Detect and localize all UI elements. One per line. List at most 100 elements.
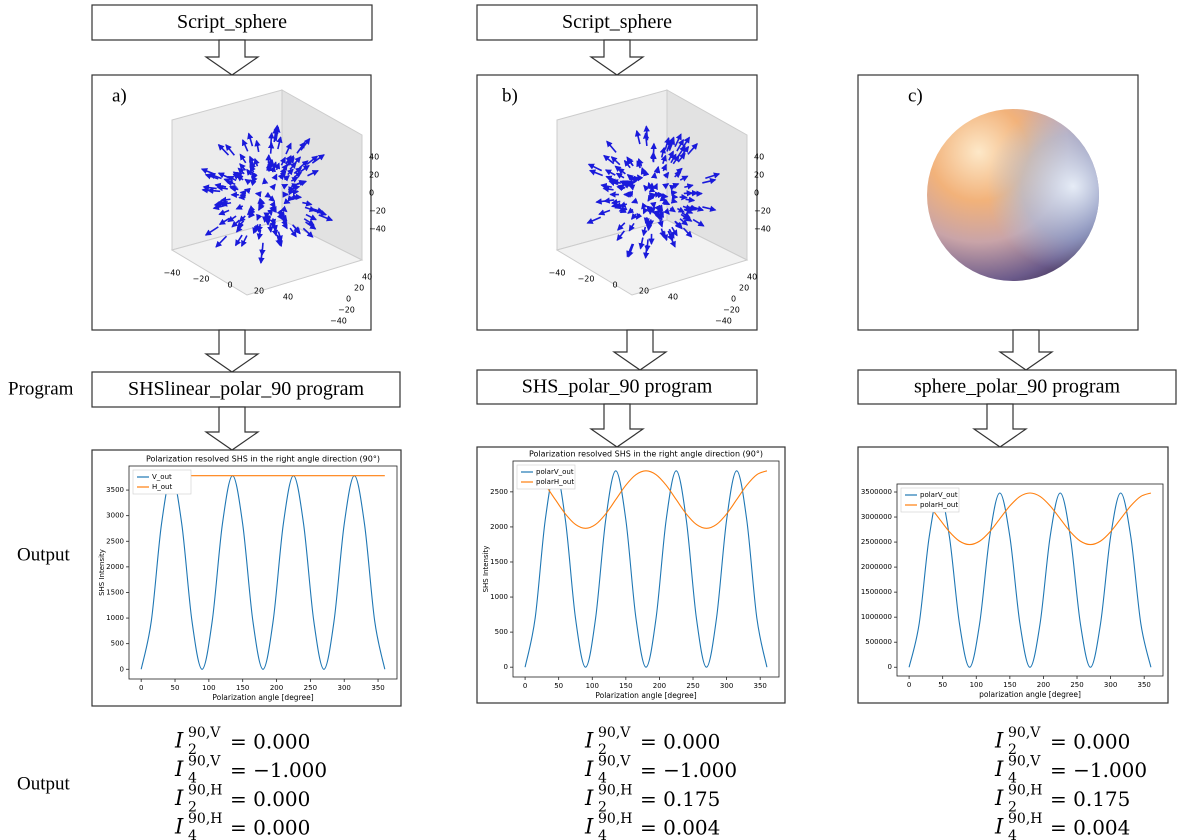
chart: 0501001502002503003500500000100000015000… xyxy=(861,484,1163,699)
y-tick-label: 40 xyxy=(747,273,757,282)
x-tick-label: 40 xyxy=(283,293,293,302)
program-label: sphere_polar_90 program xyxy=(914,376,1120,398)
y-tick-label: 2500000 xyxy=(861,538,892,546)
x-tick-label: 200 xyxy=(653,682,666,690)
y-tick-label: 500 xyxy=(495,628,508,636)
x-tick-label: 100 xyxy=(970,681,983,689)
x-tick-label: 0 xyxy=(907,681,911,689)
vector-arrow xyxy=(654,173,655,178)
z-tick-label: 40 xyxy=(754,153,764,162)
eq-sup: 90,V xyxy=(1008,725,1041,741)
flow-arrow xyxy=(206,407,258,450)
eq-sup: 90,H xyxy=(598,782,632,798)
x-tick-label: 0 xyxy=(523,682,527,690)
legend-label: polarH_out xyxy=(920,501,958,509)
y-tick-label: −40 xyxy=(330,317,347,326)
eq-sup: 90,H xyxy=(188,782,222,798)
flow-arrow xyxy=(591,404,643,447)
y-tick-label: 2500 xyxy=(490,488,508,496)
y-tick-label: 2500 xyxy=(106,537,124,545)
vector-arrow xyxy=(208,190,220,191)
eq-sup: 90,H xyxy=(1008,811,1042,827)
y-tick-label: 1500000 xyxy=(861,588,892,596)
vector-arrow xyxy=(270,224,271,232)
sphere-highlight xyxy=(927,109,1099,281)
eq-value: = −1.000 xyxy=(230,758,327,782)
vector-arrow xyxy=(241,193,246,194)
eq-value: = −1.000 xyxy=(640,758,737,782)
eq-sup: 90,V xyxy=(1008,754,1041,770)
flow-arrow xyxy=(1000,330,1052,370)
x-axis-label: Polarization angle [degree] xyxy=(595,691,696,700)
panel-label: c) xyxy=(908,85,923,106)
figure: Program Output Output Script_spherea)402… xyxy=(0,0,1197,840)
y-tick-label: 1500 xyxy=(106,588,124,596)
vector-arrow xyxy=(680,197,687,198)
eq-symbol: I xyxy=(174,815,184,839)
eq-value: = 0.175 xyxy=(1050,787,1130,811)
vector-arrow xyxy=(671,192,676,193)
eq-symbol: I xyxy=(994,786,1004,810)
panel-image xyxy=(927,109,1099,281)
x-tick-label: 0 xyxy=(139,684,143,692)
y-tick-label: 0 xyxy=(504,663,508,671)
eq-sup: 90,V xyxy=(598,725,631,741)
eq-sub: 4 xyxy=(188,828,197,840)
vector-arrow xyxy=(649,183,650,185)
legend-label: polarV_out xyxy=(536,468,574,476)
chart: 0501001502002503003500500100015002000250… xyxy=(98,455,397,703)
y-tick-label: 0 xyxy=(346,295,351,304)
eq-value: = 0.000 xyxy=(640,730,720,754)
eq-value: = −1.000 xyxy=(1050,758,1147,782)
x-tick-label: −40 xyxy=(549,269,566,278)
x-tick-label: 300 xyxy=(1104,681,1117,689)
eq-value: = 0.175 xyxy=(640,787,720,811)
eq-sup: 90,V xyxy=(188,754,221,770)
plot-area xyxy=(513,461,779,677)
y-tick-label: −20 xyxy=(723,306,740,315)
y-axis-label: SHS Intensity xyxy=(98,549,106,596)
z-tick-label: −20 xyxy=(754,207,771,216)
y-tick-label: 500 xyxy=(111,640,124,648)
x-tick-label: 350 xyxy=(754,682,767,690)
eq-sup: 90,H xyxy=(1008,782,1042,798)
plot-area xyxy=(129,466,397,679)
panel-label: a) xyxy=(112,85,127,106)
vector-arrow xyxy=(271,143,272,154)
x-tick-label: 50 xyxy=(171,684,180,692)
flow-arrow xyxy=(614,330,666,370)
x-tick-label: 300 xyxy=(720,682,733,690)
eq-symbol: I xyxy=(174,729,184,753)
x-tick-label: 0 xyxy=(612,281,617,290)
flow-arrow xyxy=(974,404,1026,447)
eq-symbol: I xyxy=(174,757,184,781)
y-tick-label: 0 xyxy=(888,663,892,671)
vector-arrow xyxy=(686,199,695,200)
eq-sup: 90,V xyxy=(188,725,221,741)
vector-arrow xyxy=(663,199,666,200)
vector-arrow xyxy=(271,160,272,167)
chart-title: Polarization resolved SHS in the right a… xyxy=(146,455,380,464)
program-label: SHS_polar_90 program xyxy=(522,376,713,398)
x-tick-label: 50 xyxy=(554,682,563,690)
x-tick-label: −40 xyxy=(164,269,181,278)
z-tick-label: 20 xyxy=(369,171,379,180)
vector-arrow xyxy=(221,199,230,200)
vector-arrow xyxy=(648,200,649,201)
y-tick-label: 3000 xyxy=(106,512,124,520)
eq-value: = 0.004 xyxy=(1050,816,1130,840)
x-tick-label: 100 xyxy=(202,684,215,692)
eq-value: = 0.000 xyxy=(230,730,310,754)
plot-area xyxy=(897,484,1163,676)
y-tick-label: 40 xyxy=(362,273,372,282)
eq-sup: 90,H xyxy=(188,811,222,827)
vector-arrow xyxy=(647,220,648,226)
y-tick-label: 0 xyxy=(731,295,736,304)
row-label: Output xyxy=(17,544,71,565)
vector-arrow xyxy=(270,211,271,215)
vector-arrow xyxy=(649,198,650,199)
x-tick-label: 200 xyxy=(270,684,283,692)
y-tick-label: 1000000 xyxy=(861,613,892,621)
eq-symbol: I xyxy=(584,815,594,839)
x-tick-label: 150 xyxy=(1003,681,1016,689)
